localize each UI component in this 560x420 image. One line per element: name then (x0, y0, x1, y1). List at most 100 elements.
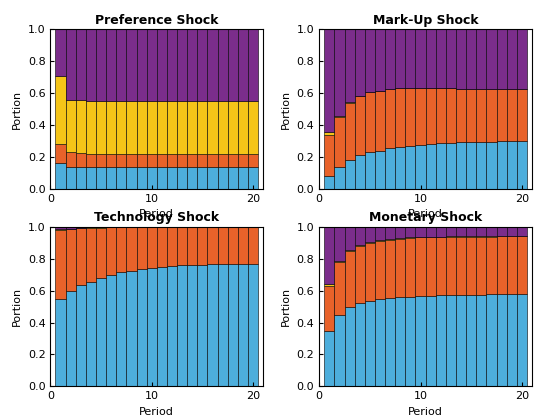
Bar (248, 227, 258, 264)
Bar (137, 101, 147, 154)
Bar (324, 284, 334, 286)
Bar (248, 101, 258, 154)
Bar (127, 270, 137, 386)
Bar (167, 29, 177, 101)
Bar (197, 29, 207, 101)
Bar (218, 154, 228, 168)
Bar (456, 295, 466, 386)
Bar (395, 297, 405, 386)
Bar (426, 29, 436, 88)
Bar (207, 227, 218, 264)
Bar (507, 141, 517, 189)
Bar (344, 227, 354, 250)
Bar (426, 296, 436, 386)
Bar (426, 227, 436, 237)
Bar (395, 227, 405, 238)
Bar (487, 142, 497, 189)
Bar (157, 168, 167, 189)
Bar (334, 167, 344, 189)
Bar (197, 154, 207, 168)
Bar (228, 101, 238, 154)
Bar (238, 227, 248, 264)
Bar (324, 176, 334, 189)
Bar (385, 227, 395, 239)
Bar (466, 142, 476, 189)
Bar (207, 101, 218, 154)
Bar (354, 29, 365, 96)
Bar (436, 295, 446, 386)
Bar (96, 101, 106, 154)
X-axis label: Period: Period (139, 407, 174, 417)
Bar (116, 168, 127, 189)
Bar (127, 29, 137, 101)
Bar (344, 29, 354, 102)
Title: Preference Shock: Preference Shock (95, 14, 218, 27)
Bar (517, 89, 527, 141)
Bar (416, 237, 426, 296)
Bar (167, 227, 177, 266)
Bar (248, 168, 258, 189)
Bar (66, 100, 76, 152)
Bar (197, 265, 207, 386)
Bar (55, 163, 66, 189)
Bar (466, 236, 476, 237)
Bar (106, 168, 116, 189)
Bar (177, 29, 187, 101)
Bar (334, 315, 344, 386)
Bar (344, 307, 354, 386)
Bar (86, 228, 96, 282)
Bar (517, 227, 527, 236)
Bar (456, 89, 466, 142)
Bar (137, 269, 147, 386)
Bar (375, 227, 385, 240)
Bar (497, 29, 507, 89)
Bar (344, 160, 354, 189)
Bar (456, 142, 466, 189)
Bar (218, 264, 228, 386)
Bar (436, 227, 446, 236)
Bar (207, 154, 218, 168)
Bar (365, 227, 375, 242)
Bar (55, 230, 66, 299)
Bar (197, 101, 207, 154)
Bar (517, 294, 527, 386)
Bar (177, 227, 187, 265)
Bar (76, 100, 86, 153)
Bar (106, 154, 116, 168)
Bar (426, 237, 436, 296)
Bar (127, 168, 137, 189)
Bar (324, 331, 334, 386)
Title: Technology Shock: Technology Shock (94, 211, 220, 224)
Bar (487, 294, 497, 386)
Bar (375, 240, 385, 241)
Bar (507, 236, 517, 294)
Title: Mark-Up Shock: Mark-Up Shock (373, 14, 478, 27)
Bar (416, 144, 426, 189)
Bar (517, 29, 527, 89)
Bar (147, 101, 157, 154)
Bar (334, 227, 344, 261)
Bar (157, 101, 167, 154)
Bar (167, 101, 177, 154)
Bar (218, 168, 228, 189)
Bar (76, 153, 86, 167)
Bar (238, 264, 248, 386)
Bar (147, 268, 157, 386)
Bar (177, 265, 187, 386)
Bar (354, 97, 365, 155)
Bar (177, 168, 187, 189)
Bar (66, 167, 76, 189)
Bar (344, 103, 354, 160)
Bar (385, 29, 395, 89)
Bar (334, 29, 344, 116)
Bar (344, 251, 354, 307)
Bar (375, 29, 385, 91)
Bar (86, 282, 96, 386)
Bar (365, 29, 375, 92)
Bar (187, 101, 197, 154)
Bar (157, 227, 167, 267)
Bar (324, 227, 334, 284)
Bar (167, 154, 177, 168)
Bar (354, 155, 365, 189)
Bar (497, 142, 507, 189)
